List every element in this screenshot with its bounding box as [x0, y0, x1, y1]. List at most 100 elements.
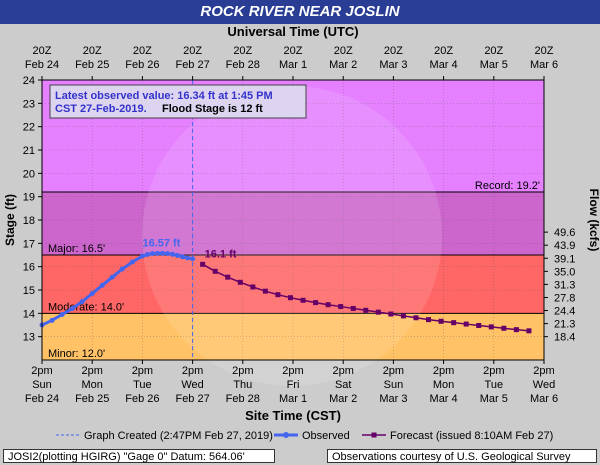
observed-point: [165, 251, 170, 257]
forecast-point: [313, 300, 319, 306]
observed-point: [79, 299, 85, 305]
bottom-tick-date: Mar 6: [530, 393, 558, 405]
bottom-axis-title: Site Time (CST): [245, 408, 341, 423]
flow-tick-label: 31.3: [554, 279, 575, 291]
observed-point: [139, 253, 145, 259]
forecast-point: [338, 304, 344, 310]
forecast-point: [451, 320, 457, 326]
y-axis-title: Stage (ft): [3, 194, 17, 246]
top-tick-label: 20Z: [83, 45, 102, 57]
forecast-point: [526, 328, 532, 334]
forecast-point: [463, 321, 469, 327]
forecast-point: [363, 307, 369, 313]
forecast-point: [212, 268, 218, 274]
observed-point: [175, 252, 181, 258]
bottom-tick-day: Mon: [433, 379, 454, 391]
flow-tick-label: 35.0: [554, 266, 575, 278]
observed-point: [149, 251, 155, 257]
bottom-tick-day: Tue: [485, 379, 504, 391]
top-tick-date: Feb 28: [226, 59, 260, 71]
value-annotation: 16.1 ft: [205, 248, 237, 260]
bottom-tick-time: 2pm: [533, 365, 554, 377]
observed-point: [99, 282, 105, 288]
courtesy-footer: Observations courtesy of U.S. Geological…: [327, 449, 597, 463]
forecast-point: [400, 313, 406, 319]
top-tick-date: Mar 5: [480, 59, 508, 71]
observed-point: [190, 256, 196, 262]
threshold-label: Minor: 12.0': [48, 348, 105, 360]
forecast-point: [375, 309, 381, 315]
bottom-tick-day: Thu: [233, 379, 252, 391]
top-tick-date: Mar 4: [430, 59, 458, 71]
bottom-tick-time: 2pm: [433, 365, 454, 377]
observed-point: [119, 266, 125, 272]
forecast-point: [237, 279, 243, 285]
y-tick-label: 20: [23, 168, 35, 180]
top-tick-label: 20Z: [233, 45, 252, 57]
bottom-tick-time: 2pm: [383, 365, 404, 377]
hydrograph-chart: Minor: 12.0' Moderate: 14.0' Major: 16.5' R…: [3, 24, 600, 442]
bottom-tick-date: Mar 3: [379, 393, 407, 405]
legend-forecast-marker: [371, 432, 377, 438]
top-tick-label: 20Z: [484, 45, 503, 57]
y-tick-label: 24: [23, 75, 35, 87]
bottom-tick-date: Feb 26: [125, 393, 159, 405]
top-tick-date: Feb 27: [175, 59, 209, 71]
top-tick-date: Feb 25: [75, 59, 109, 71]
legend-observed-label: Observed: [302, 430, 350, 442]
y-tick-label: 18: [23, 215, 35, 227]
flow-tick-label: 21.3: [554, 319, 575, 331]
flow-tick-label: 43.9: [554, 240, 575, 252]
forecast-point: [250, 284, 256, 290]
bottom-tick-date: Feb 24: [25, 393, 59, 405]
forecast-point: [225, 274, 231, 280]
observed-point: [89, 291, 95, 296]
top-tick-label: 20Z: [434, 45, 453, 57]
forecast-point: [300, 297, 306, 303]
forecast-point: [438, 318, 444, 324]
y-tick-label: 23: [23, 98, 35, 110]
bottom-tick-day: Tue: [133, 379, 152, 391]
forecast-point: [325, 302, 331, 308]
legend-observed-marker: [283, 432, 289, 438]
noaa-watermark-icon: [142, 86, 442, 386]
bottom-tick-day: Fri: [287, 379, 300, 391]
flow-tick-label: 27.8: [554, 292, 575, 304]
bottom-tick-time: 2pm: [81, 365, 102, 377]
flow-tick-label: 18.4: [554, 332, 575, 344]
y-tick-label: 15: [23, 285, 35, 297]
top-tick-date: Mar 6: [530, 59, 558, 71]
info-box: [49, 84, 307, 119]
bottom-tick-time: 2pm: [332, 365, 353, 377]
bottom-tick-time: 2pm: [282, 365, 303, 377]
top-tick-label: 20Z: [133, 45, 152, 57]
y2-axis-title: Flow (kcfs): [587, 189, 600, 252]
bottom-tick-day: Wed: [181, 379, 203, 391]
threshold-label: Major: 16.5': [48, 243, 105, 255]
threshold-label: Moderate: 14.0': [48, 301, 124, 313]
bottom-tick-date: Mar 1: [279, 393, 307, 405]
bottom-tick-date: Mar 2: [329, 393, 357, 405]
top-tick-date: Feb 24: [25, 59, 59, 71]
forecast-point: [488, 324, 494, 330]
forecast-point: [350, 305, 356, 311]
bottom-tick-day: Wed: [533, 379, 555, 391]
forecast-point: [275, 292, 281, 298]
top-tick-label: 20Z: [284, 45, 303, 57]
observed-point: [170, 251, 176, 257]
bottom-tick-time: 2pm: [132, 365, 153, 377]
bottom-tick-day: Sun: [384, 379, 404, 391]
top-tick-label: 20Z: [535, 45, 554, 57]
y-tick-label: 22: [23, 122, 35, 134]
legend-created-label: Graph Created (2:47PM Feb 27, 2019): [84, 430, 273, 442]
y-tick-label: 19: [23, 192, 35, 204]
observed-point: [49, 317, 55, 323]
flow-tick-label: 24.4: [554, 306, 575, 318]
bottom-tick-time: 2pm: [232, 365, 253, 377]
flow-tick-label: 49.6: [554, 227, 575, 239]
flood-band-0: [42, 313, 544, 360]
bottom-tick-date: Mar 4: [430, 393, 458, 405]
bottom-tick-day: Sun: [32, 379, 52, 391]
forecast-point: [501, 325, 507, 331]
forecast-point: [513, 327, 519, 333]
